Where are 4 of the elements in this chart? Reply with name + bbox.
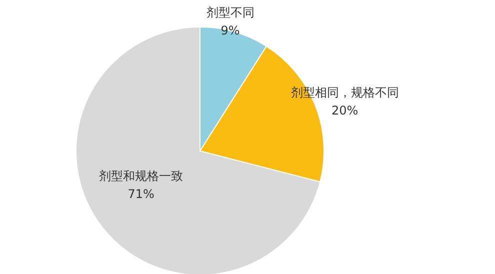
data-label: 20% [332,104,358,118]
slice-label: 剂型和规格一致 [99,168,184,183]
slice-label: 剂型不同 [206,6,254,20]
data-label: 71% [128,186,154,201]
